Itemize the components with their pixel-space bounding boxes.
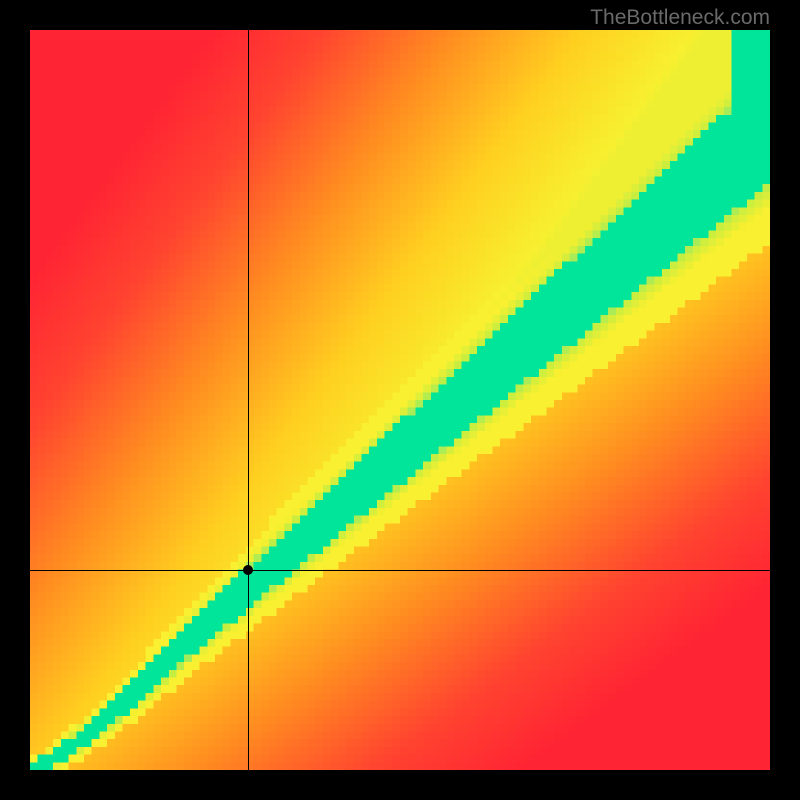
crosshair-vertical bbox=[248, 30, 249, 770]
crosshair-horizontal bbox=[30, 570, 770, 571]
watermark-text: TheBottleneck.com bbox=[590, 6, 770, 30]
crosshair-marker bbox=[243, 565, 253, 575]
heatmap-plot bbox=[30, 30, 770, 770]
heatmap-canvas bbox=[30, 30, 770, 770]
